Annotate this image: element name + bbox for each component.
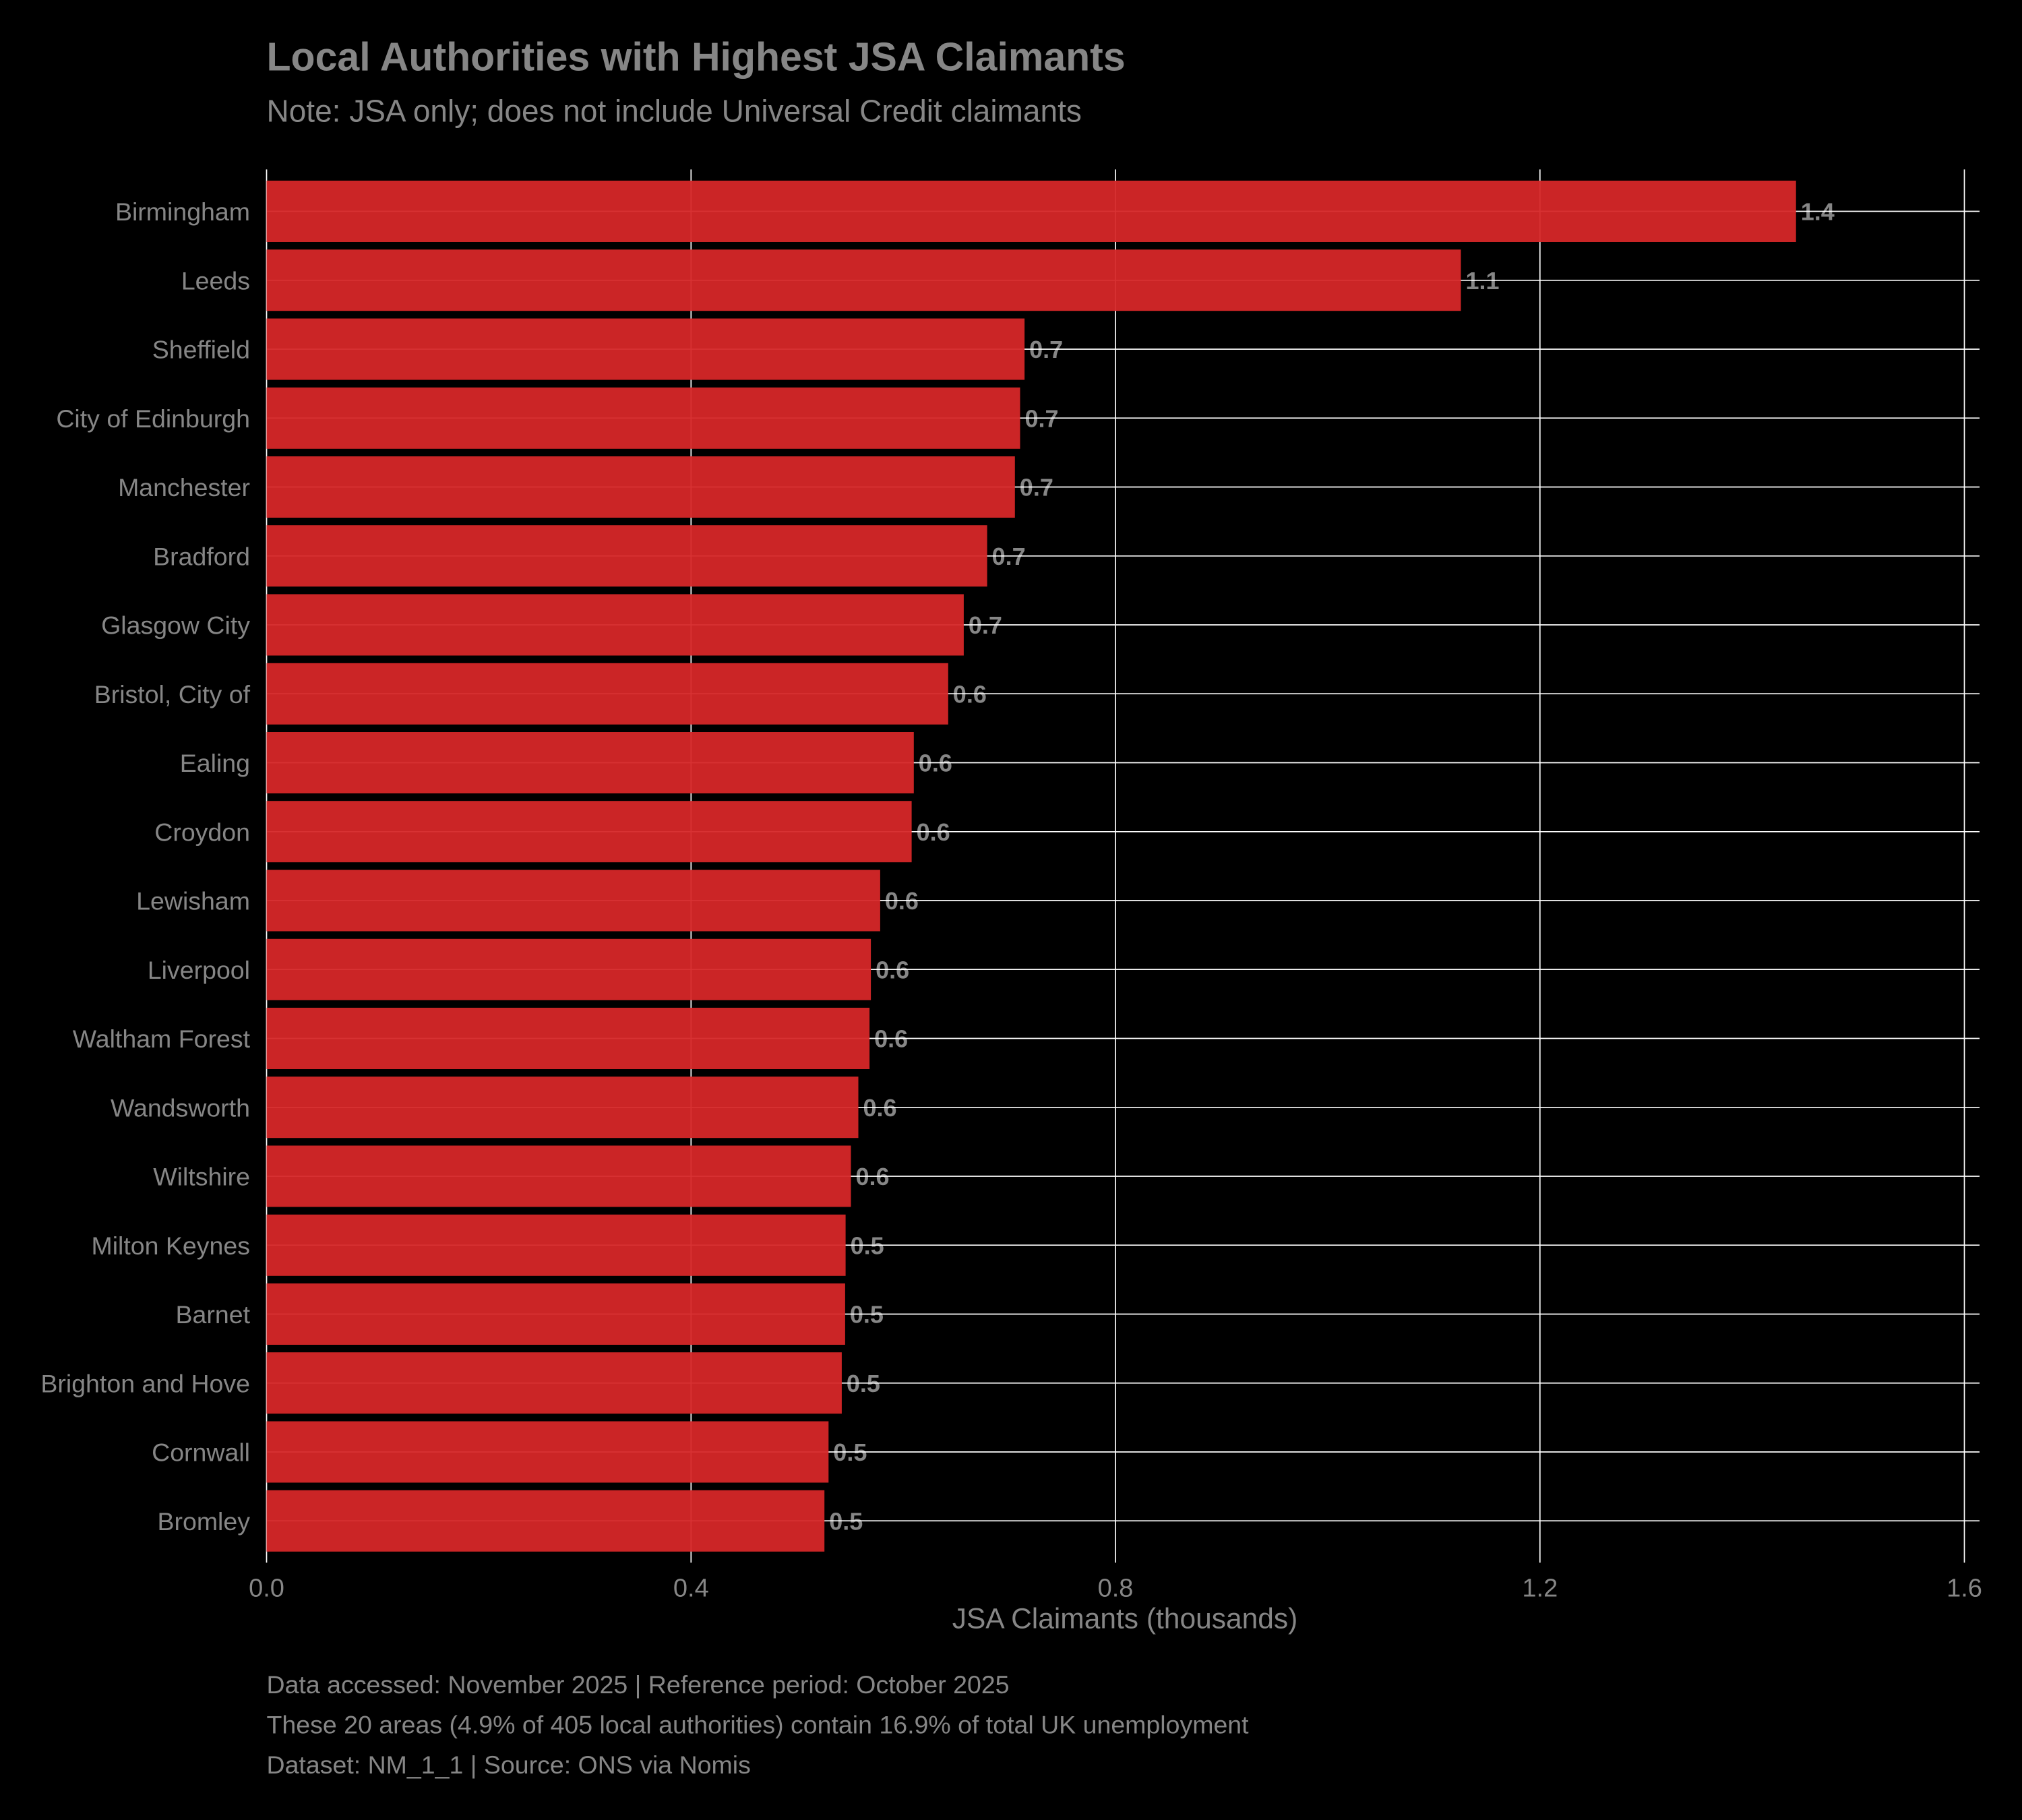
svg-text:Wandsworth: Wandsworth — [111, 1094, 250, 1122]
svg-text:These 20 areas (4.9% of 405 lo: These 20 areas (4.9% of 405 local author… — [267, 1711, 1250, 1739]
svg-text:Wiltshire: Wiltshire — [153, 1163, 250, 1191]
svg-text:Bradford: Bradford — [153, 543, 250, 571]
svg-text:Liverpool: Liverpool — [148, 956, 250, 984]
svg-text:Sheffield: Sheffield — [152, 336, 250, 364]
svg-text:Bromley: Bromley — [157, 1507, 250, 1536]
svg-text:1.6: 1.6 — [1947, 1574, 1982, 1602]
svg-text:Cornwall: Cornwall — [152, 1438, 250, 1467]
svg-text:Bristol, City of: Bristol, City of — [94, 680, 251, 708]
svg-text:Glasgow City: Glasgow City — [101, 611, 250, 640]
svg-text:Birmingham: Birmingham — [115, 198, 250, 226]
svg-text:0.4: 0.4 — [673, 1574, 709, 1602]
svg-text:Lewisham: Lewisham — [136, 887, 250, 915]
svg-text:Manchester: Manchester — [118, 473, 250, 502]
svg-text:Local Authorities with Highest: Local Authorities with Highest JSA Claim… — [267, 34, 1126, 79]
svg-text:Dataset: NM_1_1 | Source: ONS: Dataset: NM_1_1 | Source: ONS via Nomis — [267, 1751, 751, 1779]
svg-text:Data accessed: November 2025 |: Data accessed: November 2025 | Reference… — [267, 1670, 1010, 1699]
svg-text:Waltham Forest: Waltham Forest — [73, 1025, 251, 1053]
svg-text:Brighton and Hove: Brighton and Hove — [40, 1369, 250, 1397]
svg-text:0.8: 0.8 — [1098, 1574, 1134, 1602]
svg-text:JSA Claimants (thousands): JSA Claimants (thousands) — [952, 1603, 1298, 1635]
svg-text:City of Edinburgh: City of Edinburgh — [56, 404, 250, 433]
svg-text:Note: JSA only; does not inclu: Note: JSA only; does not include Univers… — [267, 93, 1082, 128]
svg-text:Milton Keynes: Milton Keynes — [91, 1232, 250, 1260]
svg-text:Croydon: Croydon — [154, 818, 250, 847]
svg-text:Ealing: Ealing — [180, 749, 250, 777]
svg-text:0.0: 0.0 — [249, 1574, 284, 1602]
svg-text:Leeds: Leeds — [181, 266, 250, 295]
svg-text:1.2: 1.2 — [1522, 1574, 1558, 1602]
svg-text:Barnet: Barnet — [176, 1300, 251, 1329]
